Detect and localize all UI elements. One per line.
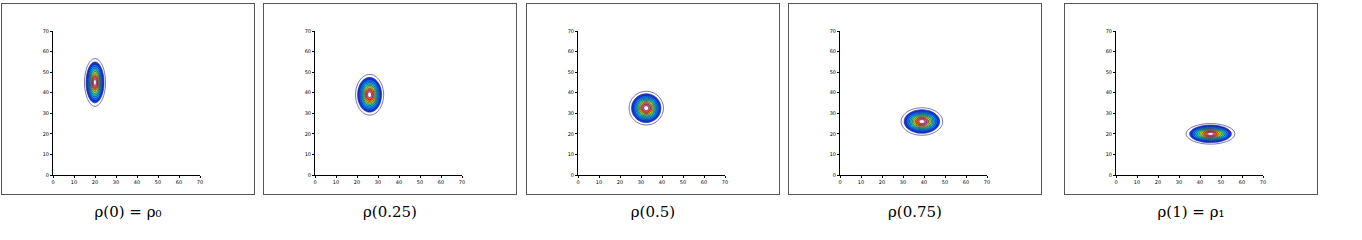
svg-text:10: 10 bbox=[1134, 179, 1140, 185]
svg-text:40: 40 bbox=[134, 179, 140, 185]
svg-text:50: 50 bbox=[43, 69, 49, 75]
svg-text:0: 0 bbox=[46, 172, 49, 178]
svg-text:10: 10 bbox=[830, 151, 836, 157]
svg-text:20: 20 bbox=[879, 179, 885, 185]
svg-text:20: 20 bbox=[830, 131, 836, 137]
svg-text:20: 20 bbox=[305, 131, 311, 137]
svg-text:50: 50 bbox=[1218, 179, 1224, 185]
svg-text:50: 50 bbox=[942, 179, 948, 185]
svg-text:30: 30 bbox=[1106, 110, 1112, 116]
svg-text:60: 60 bbox=[830, 48, 836, 54]
svg-text:0: 0 bbox=[1114, 179, 1117, 185]
svg-text:10: 10 bbox=[43, 151, 49, 157]
svg-text:30: 30 bbox=[43, 110, 49, 116]
svg-text:0: 0 bbox=[576, 179, 579, 185]
svg-text:60: 60 bbox=[568, 48, 574, 54]
svg-text:60: 60 bbox=[176, 179, 182, 185]
svg-text:60: 60 bbox=[43, 48, 49, 54]
svg-text:30: 30 bbox=[113, 179, 119, 185]
svg-text:70: 70 bbox=[984, 179, 990, 185]
svg-text:50: 50 bbox=[680, 179, 686, 185]
svg-text:40: 40 bbox=[568, 89, 574, 95]
svg-text:10: 10 bbox=[1106, 151, 1112, 157]
svg-text:0: 0 bbox=[313, 179, 316, 185]
svg-text:50: 50 bbox=[568, 69, 574, 75]
svg-text:70: 70 bbox=[568, 28, 574, 34]
svg-text:30: 30 bbox=[375, 179, 381, 185]
svg-text:10: 10 bbox=[858, 179, 864, 185]
svg-text:0: 0 bbox=[833, 172, 836, 178]
svg-text:50: 50 bbox=[830, 69, 836, 75]
svg-text:70: 70 bbox=[43, 28, 49, 34]
svg-text:70: 70 bbox=[1260, 179, 1266, 185]
svg-text:40: 40 bbox=[305, 89, 311, 95]
svg-text:30: 30 bbox=[830, 110, 836, 116]
svg-text:10: 10 bbox=[568, 151, 574, 157]
svg-text:0: 0 bbox=[838, 179, 841, 185]
html-text:ρ(1) = ρ₁: ρ(1) = ρ₁ bbox=[1157, 203, 1225, 221]
svg-text:0: 0 bbox=[1109, 172, 1112, 178]
html-text:ρ(0.5): ρ(0.5) bbox=[630, 203, 676, 221]
svg-text:70: 70 bbox=[830, 28, 836, 34]
svg-text:50: 50 bbox=[1106, 69, 1112, 75]
svg-text:40: 40 bbox=[921, 179, 927, 185]
svg-text:70: 70 bbox=[305, 28, 311, 34]
svg-text:70: 70 bbox=[722, 179, 728, 185]
html-text:ρ(0.25): ρ(0.25) bbox=[363, 203, 417, 221]
svg-text:0: 0 bbox=[571, 172, 574, 178]
svg-text:10: 10 bbox=[333, 179, 339, 185]
svg-text:0: 0 bbox=[51, 179, 54, 185]
svg-text:20: 20 bbox=[617, 179, 623, 185]
svg-text:40: 40 bbox=[1106, 89, 1112, 95]
svg-text:10: 10 bbox=[305, 151, 311, 157]
svg-text:40: 40 bbox=[1197, 179, 1203, 185]
svg-text:20: 20 bbox=[92, 179, 98, 185]
svg-text:70: 70 bbox=[197, 179, 203, 185]
svg-text:0: 0 bbox=[308, 172, 311, 178]
svg-text:60: 60 bbox=[305, 48, 311, 54]
svg-text:60: 60 bbox=[963, 179, 969, 185]
svg-text:30: 30 bbox=[638, 179, 644, 185]
svg-text:60: 60 bbox=[1106, 48, 1112, 54]
svg-text:20: 20 bbox=[43, 131, 49, 137]
svg-text:20: 20 bbox=[1155, 179, 1161, 185]
svg-text:50: 50 bbox=[155, 179, 161, 185]
svg-text:40: 40 bbox=[659, 179, 665, 185]
svg-text:50: 50 bbox=[305, 69, 311, 75]
svg-text:10: 10 bbox=[596, 179, 602, 185]
svg-text:20: 20 bbox=[568, 131, 574, 137]
svg-text:40: 40 bbox=[396, 179, 402, 185]
svg-text:70: 70 bbox=[459, 179, 465, 185]
html-text:ρ(0.75): ρ(0.75) bbox=[888, 203, 942, 221]
svg-text:40: 40 bbox=[43, 89, 49, 95]
svg-text:60: 60 bbox=[438, 179, 444, 185]
svg-text:30: 30 bbox=[1176, 179, 1182, 185]
svg-text:40: 40 bbox=[830, 89, 836, 95]
svg-text:60: 60 bbox=[1239, 179, 1245, 185]
svg-text:70: 70 bbox=[1106, 28, 1112, 34]
html-text:ρ(0) = ρ₀: ρ(0) = ρ₀ bbox=[94, 203, 162, 221]
svg-text:30: 30 bbox=[305, 110, 311, 116]
svg-text:30: 30 bbox=[900, 179, 906, 185]
svg-text:20: 20 bbox=[1106, 131, 1112, 137]
svg-text:60: 60 bbox=[701, 179, 707, 185]
svg-text:50: 50 bbox=[417, 179, 423, 185]
svg-text:20: 20 bbox=[354, 179, 360, 185]
svg-text:10: 10 bbox=[71, 179, 77, 185]
svg-text:30: 30 bbox=[568, 110, 574, 116]
